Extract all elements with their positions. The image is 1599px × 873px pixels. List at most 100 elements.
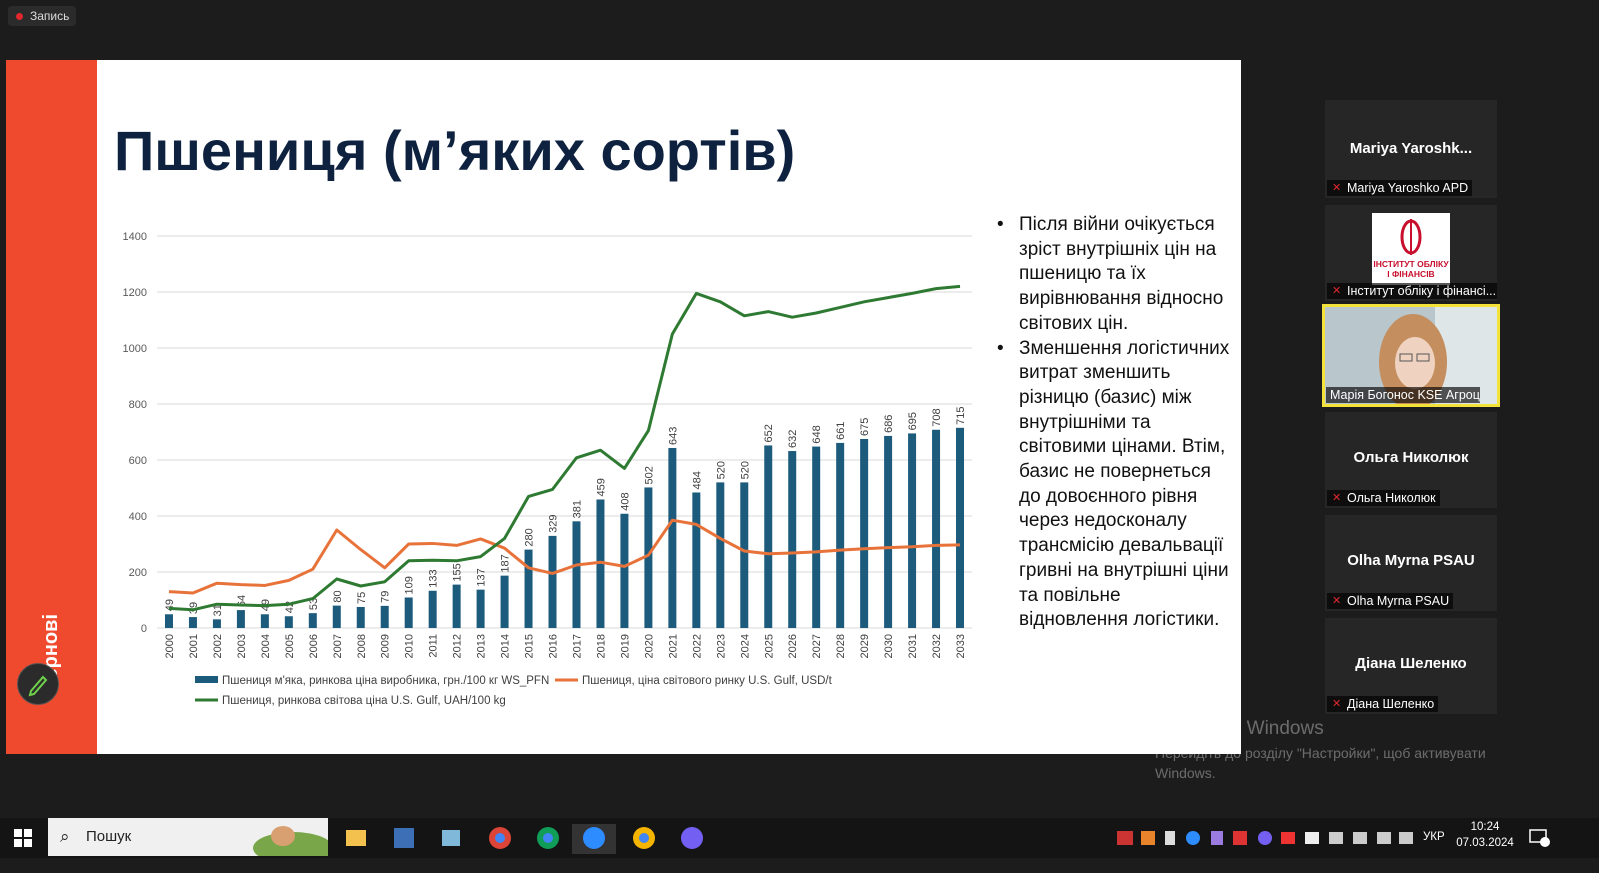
x-tick-label: 2029 [859, 634, 871, 658]
participant-display-name: Діана Шеленко [1355, 655, 1467, 672]
recording-label: Запись [30, 9, 70, 23]
participant-label: ✕ Інститут обліку і фінансі... [1327, 283, 1497, 299]
bar [860, 439, 869, 628]
x-tick-label: 2011 [428, 634, 440, 658]
annotate-button[interactable] [17, 663, 59, 705]
bar [356, 607, 365, 628]
active-speaker-tile[interactable]: Марія Богонос KSE Агроц... [1322, 304, 1500, 407]
x-tick-label: 2005 [284, 634, 296, 658]
data-label: 648 [811, 425, 823, 443]
participant-label: ✕ Ольга Николюк [1327, 490, 1440, 506]
x-tick-label: 2015 [524, 634, 536, 658]
x-tick-label: 2022 [691, 634, 703, 658]
x-tick-label: 2004 [260, 634, 272, 658]
data-label: 133 [428, 569, 440, 587]
bar [956, 427, 965, 628]
bar [212, 619, 221, 628]
participant-name: Mariya Yaroshko APD [1347, 181, 1469, 195]
participant-display-name: Olha Myrna PSAU [1347, 552, 1475, 569]
bar [932, 429, 941, 628]
bar [908, 433, 917, 628]
bar [308, 613, 317, 628]
taskbar-apps[interactable] [340, 824, 720, 854]
clock-date: 07.03.2024 [1456, 837, 1514, 849]
x-tick-label: 2021 [667, 634, 679, 658]
bar [884, 435, 893, 628]
data-label: 484 [691, 471, 703, 489]
data-label: 75 [356, 592, 368, 604]
data-label: 408 [619, 492, 631, 510]
bar [644, 487, 653, 628]
data-label: 708 [931, 408, 943, 426]
bar [476, 589, 485, 628]
notifications-button[interactable] [1528, 827, 1550, 849]
bar [716, 482, 725, 628]
watermark-title: Активація Windows [1155, 718, 1324, 739]
participant-logo: ІНСТИТУТ ОБЛІКУ І ФІНАНСІВ [1372, 213, 1450, 285]
data-label: 632 [787, 430, 799, 448]
data-label: 652 [763, 424, 775, 442]
bullet: Зменшення логістичних витрат зменшить рі… [994, 337, 1232, 633]
chart: 0 200 400 600 800 1000 1200 1400 2000 2001 2002 200… [123, 231, 972, 707]
participant-tile[interactable]: Діана Шеленко ✕ Діана Шеленко [1325, 618, 1497, 714]
data-label: 280 [524, 528, 536, 546]
x-tick-label: 2023 [715, 634, 727, 658]
bullet-list: Після війни очікується зріст внутрішніх … [994, 213, 1232, 633]
data-label: 381 [571, 500, 583, 518]
data-label: 695 [907, 412, 919, 430]
y-tick-label: 600 [129, 455, 147, 467]
logo-text: ІНСТИТУТ ОБЛІКУ І ФІНАНСІВ [1373, 259, 1449, 279]
x-tick-label: 2033 [955, 634, 967, 658]
search-placeholder: Пошук [86, 828, 132, 845]
bar [524, 549, 533, 628]
clock-time: 10:24 [1470, 821, 1500, 833]
system-tray-icons[interactable] [1115, 826, 1415, 850]
participant-display-name: Mariya Yaroshk... [1349, 140, 1473, 157]
data-label: 520 [739, 461, 751, 479]
y-tick-label: 200 [129, 567, 147, 579]
bar [284, 616, 293, 628]
bar [836, 442, 845, 628]
recording-indicator[interactable]: Запись [8, 6, 76, 26]
x-tick-label: 2031 [907, 634, 919, 658]
x-tick-label: 2016 [548, 634, 560, 658]
y-tick-label: 0 [141, 623, 147, 635]
x-tick-label: 2008 [356, 634, 368, 658]
clock[interactable]: 10:24 07.03.2024 [1455, 821, 1515, 849]
data-label: 686 [883, 415, 895, 433]
bar [596, 499, 605, 628]
bar [404, 597, 413, 628]
search-box[interactable]: ⌕ Пошук [48, 818, 328, 856]
data-label: 80 [332, 590, 344, 602]
logo-graphic [1400, 219, 1422, 255]
slide-red-strip [6, 60, 97, 754]
x-tick-label: 2028 [835, 634, 847, 658]
x-tick-label: 2007 [332, 634, 344, 658]
participant-tile[interactable]: Mariya Yaroshk... ✕ Mariya Yaroshko APD [1325, 100, 1497, 198]
x-tick-label: 2024 [739, 634, 751, 658]
participant-tile[interactable]: Ольга Николюк ✕ Ольга Николюк [1325, 412, 1497, 508]
bar [668, 447, 677, 628]
participant-name: Olha Myrna PSAU [1347, 594, 1450, 608]
annotate-icon [28, 675, 48, 697]
data-label: 715 [955, 406, 967, 424]
bar [812, 446, 821, 628]
legend-label: Пшениця м'яка, ринкова ціна виробника, г… [222, 675, 549, 687]
participant-name: Інститут обліку і фінансі... [1347, 284, 1497, 298]
bar [452, 584, 461, 628]
line-series [168, 284, 961, 612]
slide-title: Пшениця (м’яких сортів) [114, 119, 796, 182]
x-tick-label: 2019 [619, 634, 631, 658]
legend-swatch [195, 676, 218, 683]
participant-tile[interactable]: ІНСТИТУТ ОБЛІКУ І ФІНАНСІВ ✕ Інститут обл… [1325, 205, 1497, 301]
y-tick-label: 400 [129, 511, 147, 523]
x-tick-label: 2000 [164, 634, 176, 658]
x-tick-label: 2030 [883, 634, 895, 658]
participant-tile[interactable]: Olha Myrna PSAU ✕ Olha Myrna PSAU [1325, 515, 1497, 611]
start-button[interactable] [14, 829, 32, 847]
participant-label: ✕ Mariya Yaroshko APD [1327, 180, 1473, 196]
data-label: 155 [452, 563, 464, 581]
language-indicator[interactable]: УКР [1423, 831, 1445, 843]
data-label: 79 [380, 591, 392, 603]
search-icon: ⌕ [60, 827, 70, 846]
